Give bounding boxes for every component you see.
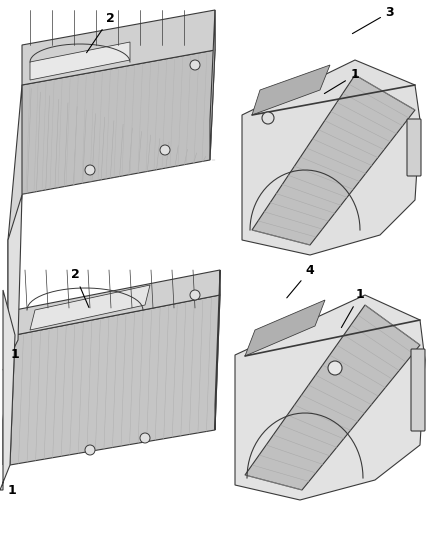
Polygon shape (30, 42, 130, 80)
Circle shape (85, 165, 95, 175)
Text: 1: 1 (11, 349, 19, 361)
Polygon shape (3, 290, 15, 465)
Text: 1: 1 (7, 483, 16, 497)
Circle shape (328, 361, 342, 375)
Polygon shape (22, 10, 215, 85)
Circle shape (85, 445, 95, 455)
Polygon shape (0, 290, 15, 490)
FancyBboxPatch shape (407, 119, 421, 176)
Polygon shape (252, 75, 415, 245)
Polygon shape (3, 195, 22, 370)
Polygon shape (8, 85, 22, 340)
Polygon shape (245, 305, 420, 490)
Polygon shape (252, 65, 330, 115)
FancyBboxPatch shape (411, 349, 425, 431)
Circle shape (190, 60, 200, 70)
Text: 2: 2 (87, 12, 114, 53)
Text: 1: 1 (341, 288, 364, 328)
Polygon shape (235, 295, 425, 500)
Circle shape (140, 433, 150, 443)
Circle shape (160, 145, 170, 155)
Text: 4: 4 (287, 263, 314, 298)
Polygon shape (242, 60, 420, 255)
Polygon shape (10, 295, 220, 465)
Circle shape (190, 290, 200, 300)
Polygon shape (30, 285, 150, 330)
Polygon shape (245, 300, 325, 356)
Circle shape (262, 112, 274, 124)
Polygon shape (15, 270, 220, 335)
Polygon shape (210, 10, 215, 160)
Polygon shape (18, 50, 215, 195)
Text: 1: 1 (325, 69, 359, 94)
Polygon shape (215, 270, 220, 430)
Text: 3: 3 (353, 5, 394, 34)
Text: 2: 2 (71, 269, 89, 308)
